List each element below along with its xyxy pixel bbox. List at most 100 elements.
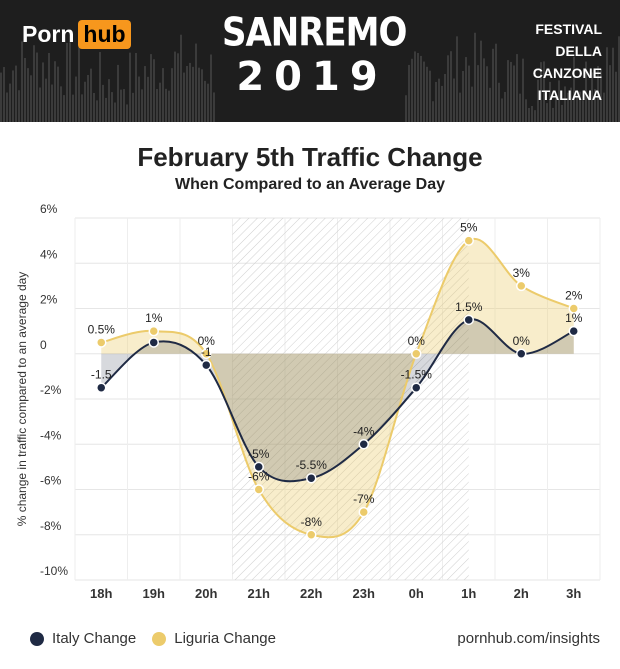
series-area [101, 319, 574, 482]
equalizer-bar [150, 54, 152, 122]
equalizer-bar [105, 97, 107, 122]
data-label: -8% [301, 515, 323, 529]
event-name: SANREMO [222, 10, 407, 56]
equalizer-bar [42, 62, 44, 122]
equalizer-bar [528, 107, 530, 122]
data-label: -6% [248, 470, 270, 484]
data-point [201, 348, 212, 359]
equalizer-bar [582, 100, 584, 122]
data-point [253, 484, 264, 495]
logo-text-left: Porn [22, 21, 75, 47]
equalizer-bar [153, 59, 155, 122]
equalizer-bar [78, 47, 80, 122]
equalizer-bar [72, 94, 74, 122]
equalizer-bar [27, 68, 29, 122]
data-point [463, 314, 474, 326]
equalizer-bar [120, 89, 122, 122]
equalizer-bar [63, 95, 65, 122]
logo-text-right: hub [78, 20, 131, 49]
equalizer-bar [420, 55, 422, 122]
equalizer-bar [468, 65, 470, 122]
equalizer-bar [201, 69, 203, 122]
equalizer-bar [15, 65, 17, 122]
equalizer-bar [576, 94, 578, 122]
equalizer-bar [555, 93, 557, 122]
equalizer-bar [93, 92, 95, 122]
series-line [100, 318, 575, 483]
equalizer-bar [519, 93, 521, 122]
x-tick-label: 1h [461, 586, 476, 601]
shaded-period [232, 218, 469, 580]
equalizer-bar [57, 66, 59, 122]
data-point [358, 439, 369, 450]
equalizer-bar [546, 103, 548, 122]
equalizer-bar [483, 58, 485, 122]
data-point [148, 337, 159, 348]
equalizer-bar [84, 81, 86, 122]
equalizer-bar [6, 92, 8, 122]
equalizer-bar [540, 62, 542, 122]
equalizer-bar [189, 62, 191, 122]
equalizer-bar [417, 52, 419, 122]
data-label: 2% [565, 289, 583, 303]
data-point [411, 348, 422, 359]
y-axis-label: % change in traffic compared to an avera… [15, 272, 29, 527]
data-label: -4% [353, 424, 375, 438]
data-point [516, 348, 527, 359]
equalizer-bar [81, 94, 83, 122]
equalizer-bar [507, 60, 509, 122]
equalizer-bar [618, 36, 620, 122]
brand-logo: Porn hub [22, 20, 131, 49]
chart-legend: Italy Change Liguria Change [30, 630, 292, 647]
equalizer-bar [171, 68, 173, 122]
equalizer-bar [561, 104, 563, 122]
equalizer-bar [162, 68, 164, 122]
x-tick-label: 18h [90, 586, 112, 601]
equalizer-bar [543, 61, 545, 122]
equalizer-bar [117, 64, 119, 122]
equalizer-bar [108, 79, 110, 122]
equalizer-bar [144, 66, 146, 122]
equalizer-bar [564, 86, 566, 122]
equalizer-bar [447, 55, 449, 122]
equalizer-decoration [0, 32, 620, 122]
equalizer-bar [174, 51, 176, 122]
data-label: 0% [198, 334, 216, 348]
data-label: 1% [565, 311, 583, 325]
y-tick-label: 2% [40, 293, 58, 307]
equalizer-bar [3, 67, 5, 122]
equalizer-bar [429, 70, 431, 122]
equalizer-bar [21, 41, 23, 122]
equalizer-bar [129, 52, 131, 122]
y-tick-label: -10% [40, 564, 68, 578]
header-banner: Porn hub SANREMO 2019 FESTIVAL DELLA CAN… [0, 0, 620, 122]
festival-line: FESTIVAL [535, 21, 602, 37]
equalizer-bar [591, 72, 593, 122]
equalizer-bar [0, 72, 2, 122]
equalizer-bar [579, 91, 581, 122]
data-label: 1.5% [455, 300, 483, 314]
equalizer-bar [51, 84, 53, 122]
equalizer-bar [165, 88, 167, 122]
equalizer-bar [210, 54, 212, 122]
equalizer-bar [9, 83, 11, 122]
equalizer-bar [99, 52, 101, 122]
equalizer-bar [462, 70, 464, 122]
data-label: -1.5 [91, 368, 112, 382]
equalizer-bar [588, 92, 590, 122]
equalizer-bar [33, 45, 35, 122]
data-label: -5.5% [296, 458, 328, 472]
equalizer-bar [558, 80, 560, 122]
equalizer-bar [138, 76, 140, 122]
equalizer-bar [477, 65, 479, 122]
equalizer-bar [609, 65, 611, 122]
equalizer-bar [444, 73, 446, 122]
equalizer-bar [135, 52, 137, 122]
legend-label-liguria: Liguria Change [174, 630, 276, 647]
equalizer-bar [87, 74, 89, 122]
source-link[interactable]: pornhub.com/insights [457, 630, 600, 647]
data-point [96, 382, 107, 393]
legend-swatch-liguria [152, 631, 167, 646]
data-point [306, 529, 317, 540]
equalizer-bar [123, 89, 125, 122]
